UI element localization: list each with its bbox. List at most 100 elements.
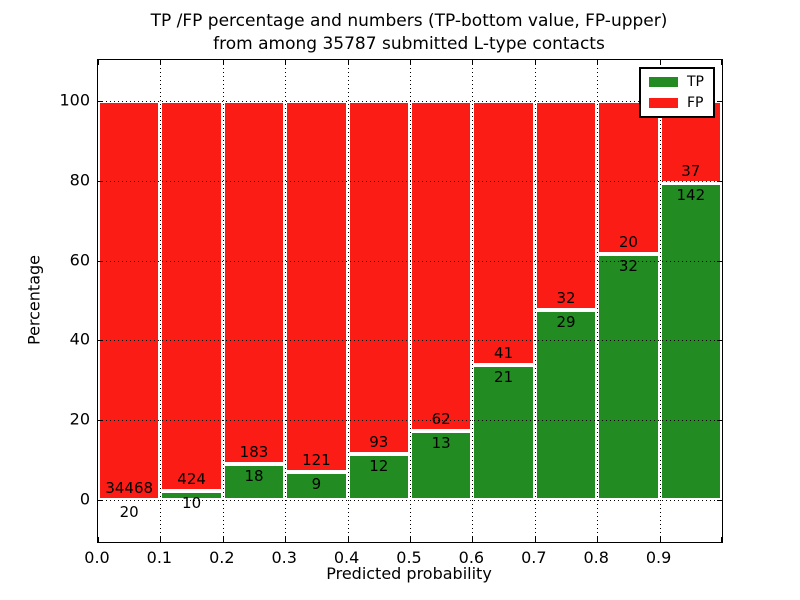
- y-tick-mark: [98, 101, 103, 102]
- tp-bar-segment: [160, 490, 223, 500]
- tp-count-label: 142: [676, 186, 706, 205]
- x-tick-label: 0.7: [521, 548, 547, 567]
- x-tick-mark: [222, 60, 224, 65]
- x-tick-mark: [347, 537, 349, 542]
- fp-count-label: 32: [556, 289, 576, 308]
- x-tick-label: 0.0: [84, 548, 110, 567]
- legend: TP FP: [639, 67, 715, 118]
- chart-title-line2: from among 35787 submitted L-type contac…: [213, 34, 605, 54]
- fp-count-label: 183: [239, 443, 269, 462]
- tp-count-label: 12: [369, 457, 389, 476]
- y-tick-mark: [717, 101, 722, 102]
- x-tick-mark: [160, 60, 162, 65]
- fp-color-swatch: [649, 98, 678, 108]
- x-tick-mark: [597, 537, 599, 542]
- vertical-gridline: [597, 60, 599, 542]
- tp-color-swatch: [649, 77, 678, 87]
- x-tick-mark: [597, 60, 599, 65]
- tp-bar-segment: [659, 183, 722, 500]
- tp-bar-segment: [472, 364, 535, 500]
- horizontal-gridline: [98, 420, 722, 422]
- fp-count-label: 62: [431, 409, 451, 428]
- vertical-gridline: [347, 60, 349, 542]
- fp-count-label: 37: [681, 162, 701, 181]
- y-tick-mark: [717, 260, 722, 262]
- y-tick-label: 0: [79, 489, 90, 509]
- legend-label-fp: FP: [687, 95, 704, 111]
- vertical-gridline: [222, 60, 224, 542]
- tp-bar-segment: [534, 310, 598, 500]
- horizontal-gridline: [98, 180, 722, 182]
- x-tick-mark: [285, 537, 287, 542]
- x-tick-mark: [410, 60, 411, 65]
- tp-count-label: 18: [244, 467, 264, 486]
- legend-item-fp: FP: [649, 96, 704, 110]
- y-tick-mark: [717, 180, 722, 182]
- fp-count-label: 121: [302, 451, 331, 470]
- x-tick-mark: [347, 60, 349, 65]
- fp-count-label: 20: [618, 233, 638, 252]
- x-tick-mark: [659, 60, 661, 65]
- tp-count-label: 32: [618, 257, 638, 276]
- fp-bar-segment: [222, 101, 286, 465]
- x-tick-mark: [98, 537, 99, 542]
- y-tick-mark: [98, 420, 103, 422]
- fp-count-label: 34468: [105, 478, 154, 497]
- fp-bar-segment: [597, 101, 660, 255]
- y-tick-mark: [717, 500, 722, 501]
- y-tick-mark: [98, 340, 103, 342]
- x-tick-label: 0.6: [458, 548, 485, 567]
- y-axis-label: Percentage: [24, 254, 44, 346]
- fp-bar-segment: [534, 101, 598, 311]
- x-tick-mark: [721, 60, 722, 65]
- fp-bar-segment: [347, 101, 410, 455]
- x-tick-label: 0.4: [333, 548, 360, 567]
- x-tick-mark: [472, 537, 474, 542]
- y-tick-mark: [98, 260, 103, 262]
- x-tick-mark: [659, 537, 661, 542]
- x-tick-mark: [222, 537, 224, 542]
- fp-count-label: 41: [494, 343, 514, 362]
- y-tick-label: 80: [69, 170, 90, 190]
- x-tick-mark: [98, 60, 99, 65]
- plot-area: TP FP 34468 20 424 10 183 18 121 9 93 12 62 13 41 21 3…: [97, 59, 723, 543]
- y-tick-mark: [717, 420, 722, 422]
- x-tick-mark: [285, 60, 287, 65]
- vertical-gridline: [410, 60, 411, 542]
- x-tick-mark: [721, 537, 722, 542]
- fp-bar-segment: [285, 101, 348, 473]
- tp-count-label: 20: [119, 502, 139, 521]
- x-axis-label: Predicted probability: [326, 564, 492, 583]
- tp-bar-segment: [347, 454, 410, 500]
- fp-bar-segment: [98, 101, 161, 500]
- x-tick-label: 0.1: [146, 548, 173, 567]
- x-tick-mark: [472, 60, 474, 65]
- vertical-gridline: [659, 60, 661, 542]
- tp-count-label: 29: [556, 313, 576, 332]
- vertical-gridline: [160, 60, 162, 542]
- tp-bar-segment: [285, 472, 348, 500]
- y-tick-mark: [717, 340, 722, 342]
- x-tick-label: 0.9: [645, 548, 672, 567]
- fp-bar-segment: [410, 101, 473, 431]
- horizontal-gridline: [98, 260, 722, 262]
- x-tick-label: 0.2: [209, 548, 235, 567]
- tp-count-label: 21: [494, 367, 514, 386]
- y-tick-mark: [98, 500, 103, 501]
- vertical-gridline: [285, 60, 287, 542]
- tp-bar-segment: [222, 464, 286, 500]
- y-tick-label: 100: [59, 90, 90, 110]
- legend-item-tp: TP: [649, 75, 704, 89]
- x-tick-label: 0.5: [396, 548, 422, 567]
- tp-bar-segment: [597, 254, 660, 500]
- fp-bar-segment: [160, 101, 223, 491]
- horizontal-gridline: [98, 101, 722, 102]
- y-tick-mark: [98, 180, 103, 182]
- x-tick-mark: [534, 537, 536, 542]
- y-tick-label: 60: [69, 250, 90, 270]
- fp-count-label: 424: [177, 469, 206, 488]
- tp-count-label: 9: [311, 475, 322, 494]
- x-tick-mark: [534, 60, 536, 65]
- tp-count-label: 13: [431, 433, 451, 452]
